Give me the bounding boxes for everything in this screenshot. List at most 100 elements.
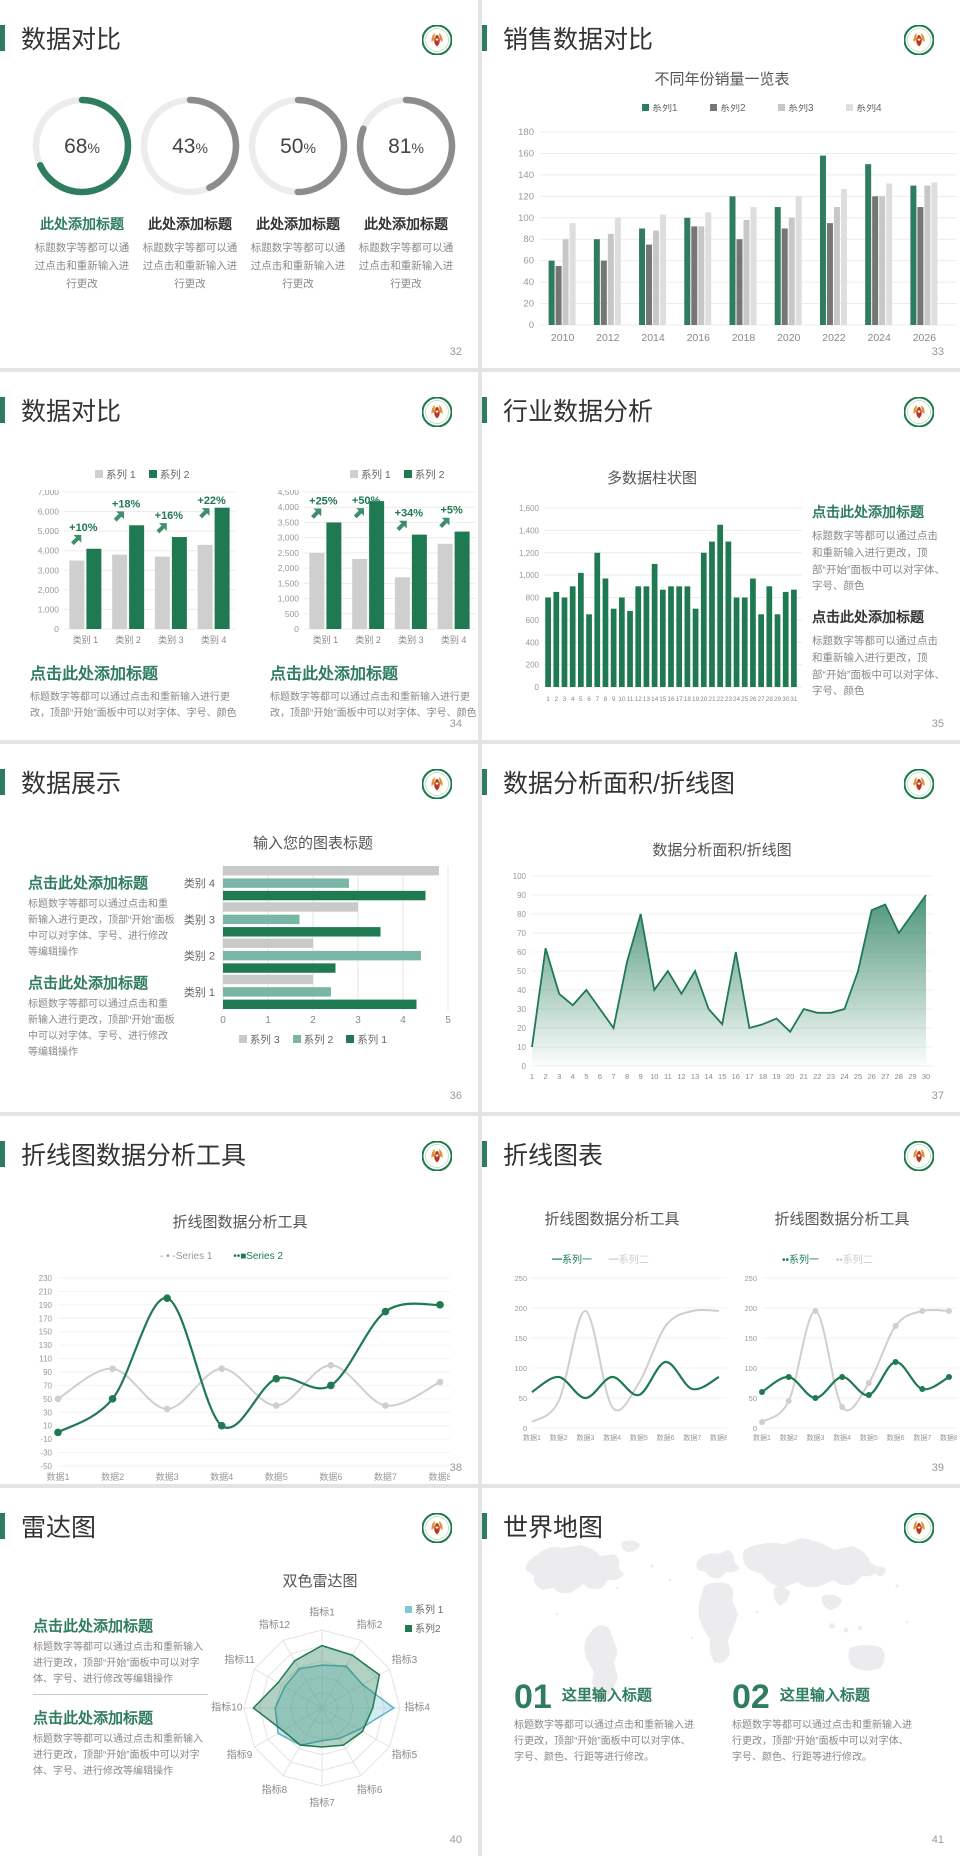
svg-text:2016: 2016 [687, 332, 711, 343]
svg-text:10: 10 [43, 1422, 52, 1431]
svg-text:150: 150 [744, 1334, 757, 1343]
svg-text:81%: 81% [388, 135, 424, 158]
svg-text:1,000: 1,000 [519, 571, 540, 580]
svg-text:10: 10 [618, 696, 626, 703]
svg-text:指标9: 指标9 [227, 1748, 253, 1761]
svg-text:50%: 50% [280, 135, 316, 158]
svg-text:13: 13 [691, 1072, 699, 1081]
svg-text:数据5: 数据5 [265, 1471, 288, 1482]
svg-text:指标7: 指标7 [309, 1796, 335, 1809]
svg-text:数据1: 数据1 [523, 1433, 541, 1442]
svg-text:30: 30 [782, 696, 790, 703]
svg-text:指标6: 指标6 [357, 1783, 383, 1796]
svg-text:指标12: 指标12 [259, 1618, 291, 1631]
svg-text:24: 24 [840, 1072, 848, 1081]
svg-text:17: 17 [676, 696, 684, 703]
svg-text:3: 3 [563, 696, 567, 703]
svg-text:20: 20 [786, 1072, 794, 1081]
svg-text:2: 2 [310, 1015, 316, 1026]
svg-text:3,000: 3,000 [278, 533, 300, 543]
svg-text:-10: -10 [40, 1435, 52, 1444]
svg-text:400: 400 [526, 638, 540, 647]
svg-text:31: 31 [790, 696, 798, 703]
svg-text:150: 150 [514, 1334, 527, 1343]
svg-text:1,000: 1,000 [278, 594, 300, 604]
svg-text:数据3: 数据3 [156, 1471, 179, 1482]
svg-text:1: 1 [546, 696, 550, 703]
svg-text:-50: -50 [40, 1462, 52, 1471]
svg-text:0: 0 [529, 320, 534, 331]
svg-text:10: 10 [650, 1072, 658, 1081]
svg-text:110: 110 [39, 1355, 52, 1364]
svg-text:-30: -30 [40, 1449, 52, 1458]
svg-text:17: 17 [745, 1072, 753, 1081]
svg-text:4,500: 4,500 [278, 490, 300, 497]
svg-text:数据7: 数据7 [913, 1433, 931, 1442]
svg-text:30: 30 [922, 1072, 930, 1081]
svg-text:2,000: 2,000 [278, 563, 300, 573]
svg-text:+22%: +22% [197, 495, 226, 507]
svg-text:6: 6 [587, 696, 591, 703]
svg-text:26: 26 [749, 696, 757, 703]
svg-text:68%: 68% [64, 135, 100, 158]
svg-text:2014: 2014 [641, 332, 665, 343]
svg-text:50: 50 [519, 1394, 527, 1403]
svg-text:5,000: 5,000 [38, 526, 60, 536]
svg-text:2026: 2026 [913, 332, 937, 343]
svg-text:系列2: 系列2 [720, 104, 746, 114]
svg-text:8: 8 [604, 696, 608, 703]
svg-text:类别 1: 类别 1 [184, 985, 215, 999]
svg-text:1,000: 1,000 [38, 604, 60, 614]
svg-text:130: 130 [39, 1341, 53, 1350]
svg-text:20: 20 [700, 696, 708, 703]
svg-text:190: 190 [39, 1301, 53, 1310]
svg-text:60: 60 [523, 256, 534, 267]
svg-text:0: 0 [54, 624, 59, 634]
svg-text:类别 1: 类别 1 [73, 634, 99, 645]
svg-text:4: 4 [571, 696, 575, 703]
svg-text:1,200: 1,200 [519, 549, 540, 558]
svg-text:9: 9 [612, 696, 616, 703]
svg-text:170: 170 [39, 1314, 53, 1323]
svg-text:系列4: 系列4 [856, 104, 882, 114]
svg-text:5: 5 [584, 1072, 588, 1081]
svg-text:数据8: 数据8 [710, 1433, 727, 1442]
svg-text:+25%: +25% [309, 495, 338, 507]
svg-text:数据2: 数据2 [101, 1471, 124, 1482]
svg-text:指标11: 指标11 [224, 1653, 255, 1666]
svg-text:160: 160 [518, 148, 534, 159]
svg-text:数据6: 数据6 [319, 1471, 342, 1482]
svg-text:100: 100 [744, 1364, 757, 1373]
svg-text:230: 230 [39, 1274, 53, 1283]
svg-text:90: 90 [517, 891, 526, 900]
svg-text:0: 0 [523, 1424, 527, 1433]
svg-text:2,500: 2,500 [278, 548, 300, 558]
svg-text:40: 40 [523, 277, 534, 288]
svg-text:数据1: 数据1 [753, 1433, 771, 1442]
svg-text:0: 0 [753, 1424, 757, 1433]
svg-text:2022: 2022 [822, 332, 846, 343]
svg-text:120: 120 [518, 191, 534, 202]
svg-text:1,600: 1,600 [519, 504, 540, 513]
svg-text:数据7: 数据7 [683, 1433, 701, 1442]
svg-text:数据1: 数据1 [46, 1471, 69, 1482]
svg-text:28: 28 [766, 696, 774, 703]
svg-text:70: 70 [517, 929, 526, 938]
svg-text:数据2: 数据2 [780, 1433, 798, 1442]
svg-text:15: 15 [718, 1072, 726, 1081]
svg-text:27: 27 [881, 1072, 889, 1081]
svg-text:4: 4 [400, 1015, 406, 1026]
svg-text:0: 0 [294, 624, 299, 634]
svg-text:30: 30 [43, 1408, 52, 1417]
svg-text:指标5: 指标5 [392, 1748, 418, 1761]
svg-text:0: 0 [220, 1015, 226, 1026]
svg-text:7,000: 7,000 [38, 490, 60, 497]
svg-text:800: 800 [526, 594, 540, 603]
svg-text:2024: 2024 [867, 332, 891, 343]
svg-text:2,000: 2,000 [38, 585, 60, 595]
svg-text:25: 25 [741, 696, 749, 703]
svg-text:1,500: 1,500 [278, 578, 300, 588]
svg-text:43%: 43% [172, 135, 208, 158]
svg-text:数据5: 数据5 [630, 1433, 648, 1442]
svg-text:10: 10 [517, 1043, 526, 1052]
